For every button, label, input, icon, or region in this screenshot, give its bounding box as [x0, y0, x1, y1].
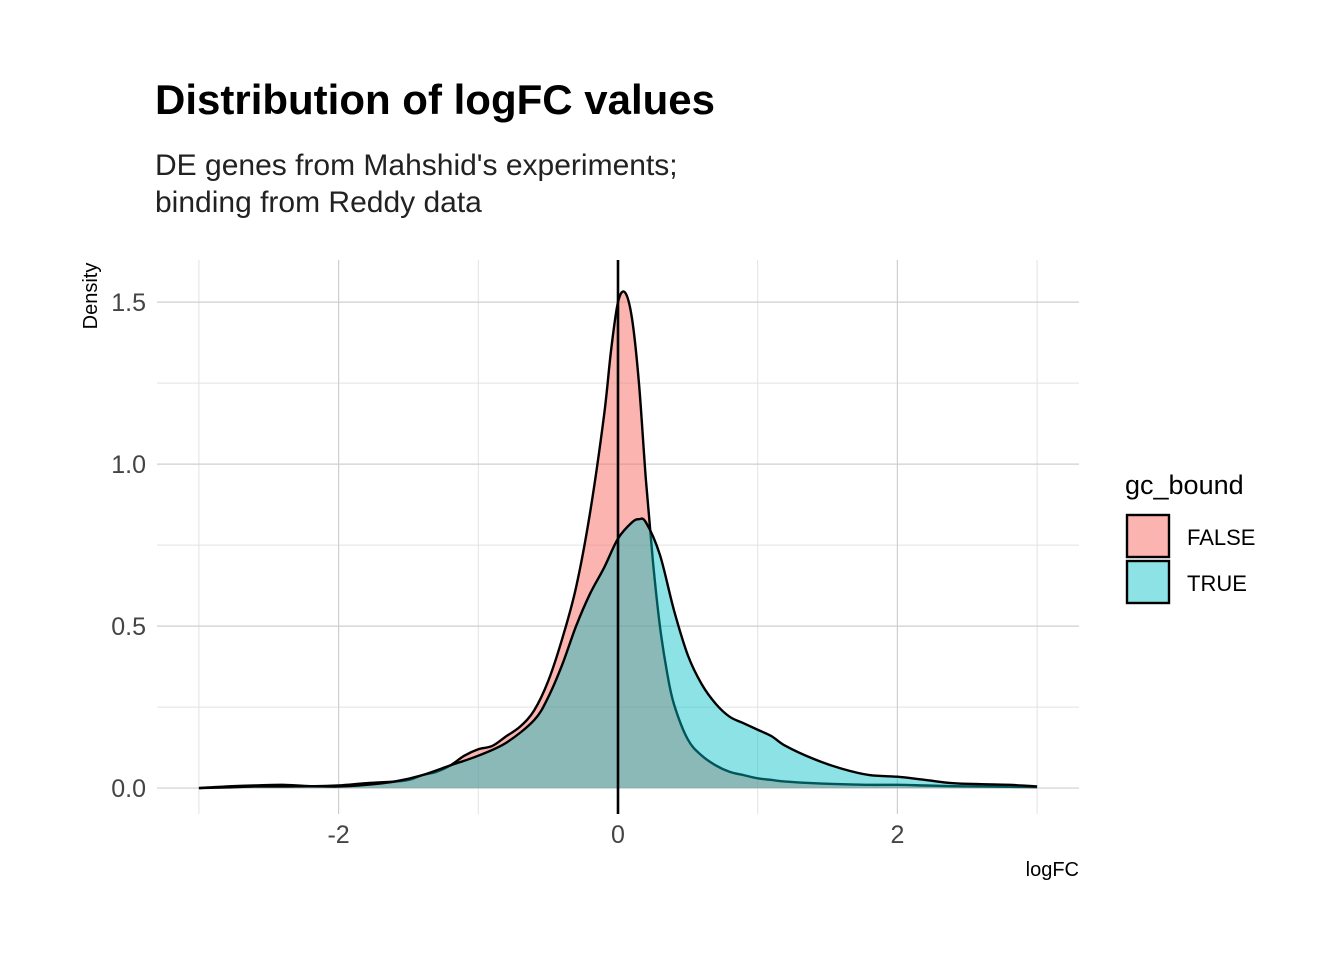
density-curve-true — [198, 517, 1038, 790]
y-tick-label: 1.5 — [111, 289, 146, 317]
chart-subtitle-line-2: binding from Reddy data — [155, 186, 482, 219]
legend-key-true — [1125, 559, 1171, 605]
legend-title: gc_bound — [1125, 470, 1244, 500]
y-axis-title: Density — [80, 263, 102, 330]
legend-label-false: FALSE — [1187, 525, 1255, 550]
legend-key-false — [1125, 513, 1171, 559]
x-tick-label: 0 — [611, 821, 625, 849]
chart-subtitle-line-1: DE genes from Mahshid's experiments; — [155, 149, 678, 182]
legend: gc_bound FALSE TRUE — [1125, 470, 1255, 605]
y-tick-label: 0.5 — [111, 613, 146, 641]
x-tick-label: 2 — [890, 821, 904, 849]
x-axis-title: logFC — [1026, 859, 1079, 881]
x-tick-label: -2 — [327, 821, 349, 849]
legend-label-true: TRUE — [1187, 571, 1247, 596]
y-tick-label: 1.0 — [111, 451, 146, 479]
axis-ticks: -2 0 2 0.0 0.5 1.0 1.5 — [111, 289, 904, 849]
y-tick-label: 0.0 — [111, 775, 146, 803]
chart-title: Distribution of logFC values — [155, 76, 715, 123]
